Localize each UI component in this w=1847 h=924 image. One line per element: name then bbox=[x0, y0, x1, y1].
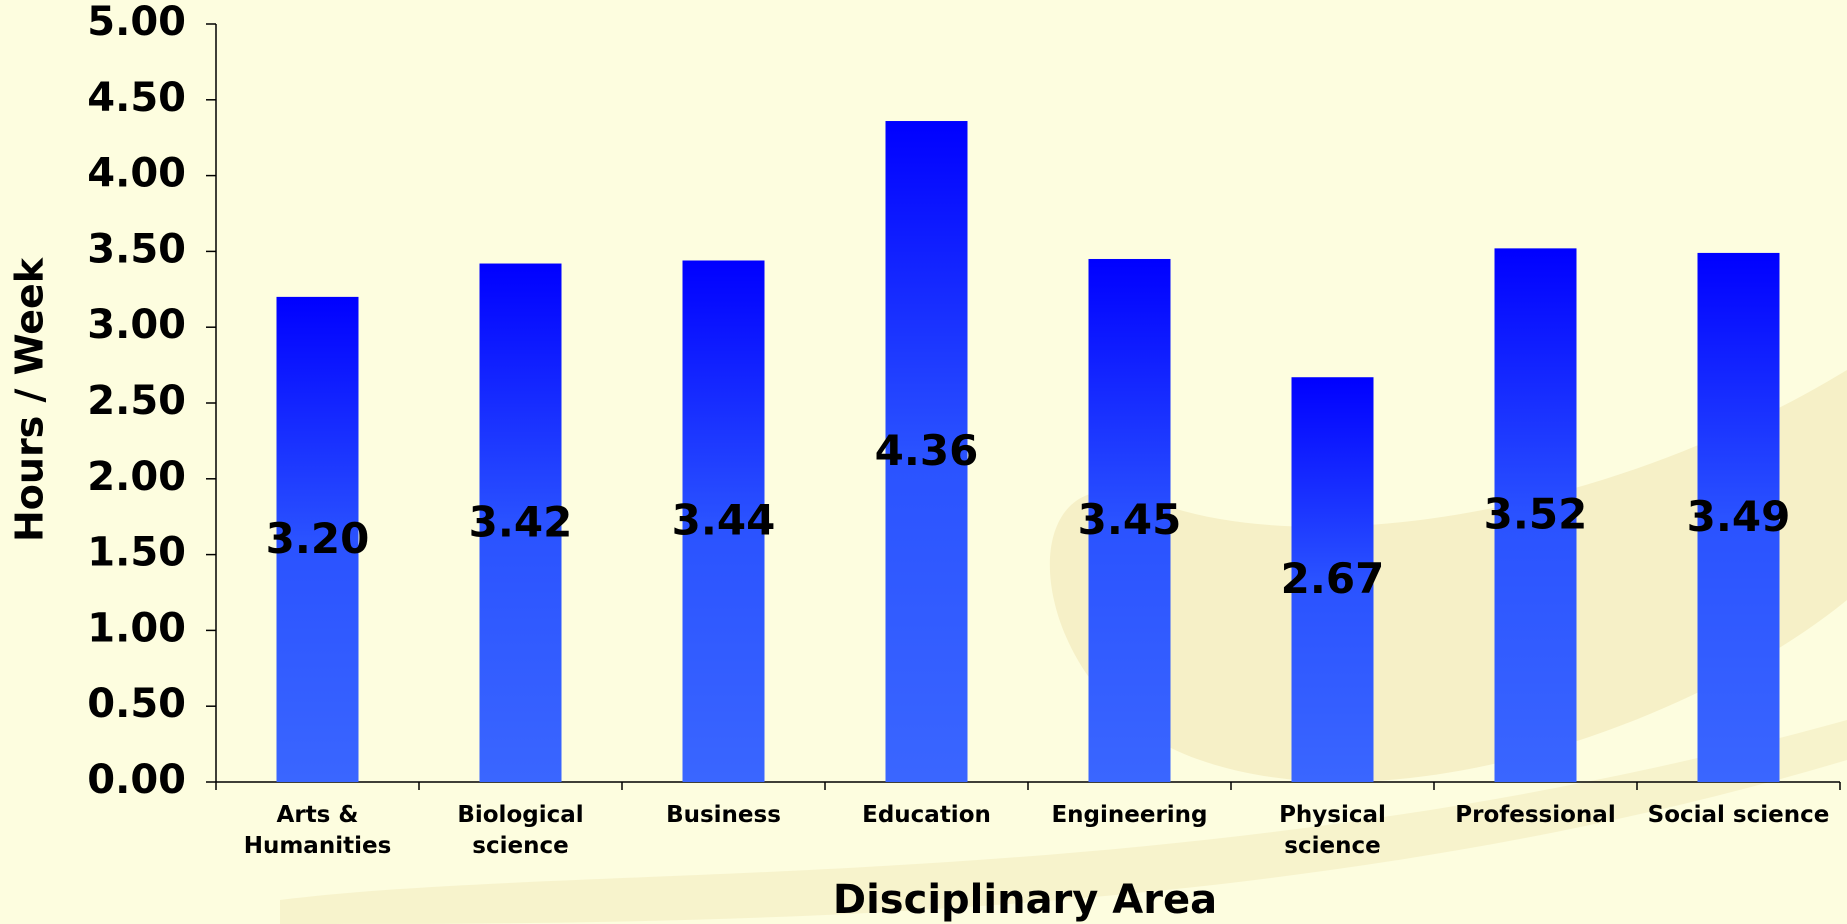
x-tick-label: Engineering bbox=[1051, 802, 1208, 828]
decoration bbox=[280, 720, 1847, 924]
bar bbox=[1088, 258, 1171, 783]
x-tick-label: Education bbox=[862, 802, 991, 828]
data-label: 3.45 bbox=[1078, 495, 1182, 544]
data-label: 3.52 bbox=[1484, 490, 1588, 539]
x-tick-label: Arts & Humanities bbox=[243, 802, 392, 859]
y-tick-label: 5.00 bbox=[87, 0, 186, 45]
data-label: 2.67 bbox=[1281, 554, 1385, 603]
bar bbox=[885, 121, 968, 783]
data-label: 3.42 bbox=[469, 497, 573, 546]
y-axis-title: Hours / Week bbox=[8, 257, 52, 542]
bar bbox=[1697, 252, 1780, 782]
y-tick-label: 3.50 bbox=[87, 226, 186, 272]
data-label: 3.49 bbox=[1687, 492, 1791, 541]
data-label: 3.20 bbox=[266, 514, 370, 563]
y-tick-label: 1.00 bbox=[87, 605, 186, 651]
x-tick-label: Business bbox=[666, 802, 781, 828]
y-tick-label: 2.00 bbox=[87, 454, 186, 500]
y-tick-label: 0.50 bbox=[87, 681, 186, 727]
bar bbox=[1291, 377, 1374, 782]
y-tick-label: 4.50 bbox=[87, 75, 186, 121]
data-label: 3.44 bbox=[672, 496, 776, 545]
x-tick-label: Professional bbox=[1455, 802, 1616, 828]
bar bbox=[276, 296, 359, 782]
bar bbox=[479, 263, 562, 782]
y-tick-label: 0.00 bbox=[87, 757, 186, 803]
y-tick-label: 1.50 bbox=[87, 530, 186, 576]
data-label: 4.36 bbox=[875, 426, 979, 475]
decoration bbox=[1049, 370, 1847, 782]
x-tick-label: Social science bbox=[1647, 802, 1830, 828]
x-tick-label: Physical science bbox=[1279, 802, 1386, 859]
bar bbox=[1494, 248, 1577, 783]
y-tick-label: 3.00 bbox=[87, 302, 186, 348]
y-tick-label: 4.00 bbox=[87, 151, 186, 197]
y-tick-label: 2.50 bbox=[87, 378, 186, 424]
x-tick-label: Biological science bbox=[457, 802, 584, 859]
x-axis-title: Disciplinary Area bbox=[833, 877, 1217, 923]
bar bbox=[682, 260, 765, 783]
